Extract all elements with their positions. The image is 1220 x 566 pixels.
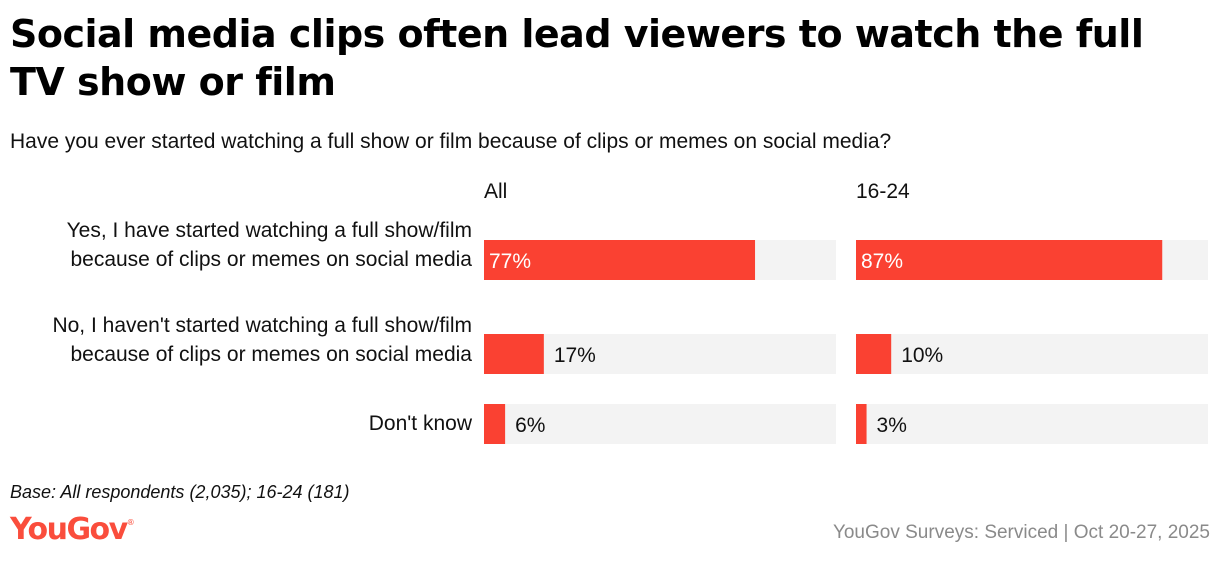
data-label: 17% [554, 344, 596, 367]
column-header-all: All [484, 180, 508, 203]
bar-track [856, 334, 1208, 374]
bar-16-24-2 [856, 404, 867, 444]
chart-title: Social media clips often lead viewers to… [10, 12, 1144, 104]
source-note: YouGov Surveys: Serviced | Oct 20-27, 20… [832, 522, 1210, 543]
yougov-logo: YouGov® [10, 512, 135, 547]
bar-track [484, 404, 836, 444]
data-label: 10% [901, 344, 943, 367]
data-label: 6% [515, 414, 545, 437]
base-note: Base: All respondents (2,035); 16-24 (18… [10, 482, 350, 502]
bar-All-0 [484, 240, 756, 280]
data-label: 87% [861, 250, 903, 273]
bar-track [856, 404, 1208, 444]
bar-All-2 [484, 404, 506, 444]
chart-subtitle: Have you ever started watching a full sh… [10, 130, 892, 153]
column-header-16-24: 16-24 [856, 180, 910, 203]
bar-All-1 [484, 334, 544, 374]
row-label-dont-know: Don't know [368, 412, 472, 435]
data-label: 3% [877, 414, 907, 437]
bar-16-24-0 [856, 240, 1163, 280]
row-label-no: No, I haven't started watching a full sh… [52, 314, 472, 366]
row-label-yes: Yes, I have started watching a full show… [66, 219, 472, 271]
bar-16-24-1 [856, 334, 892, 374]
data-label: 77% [489, 250, 531, 273]
